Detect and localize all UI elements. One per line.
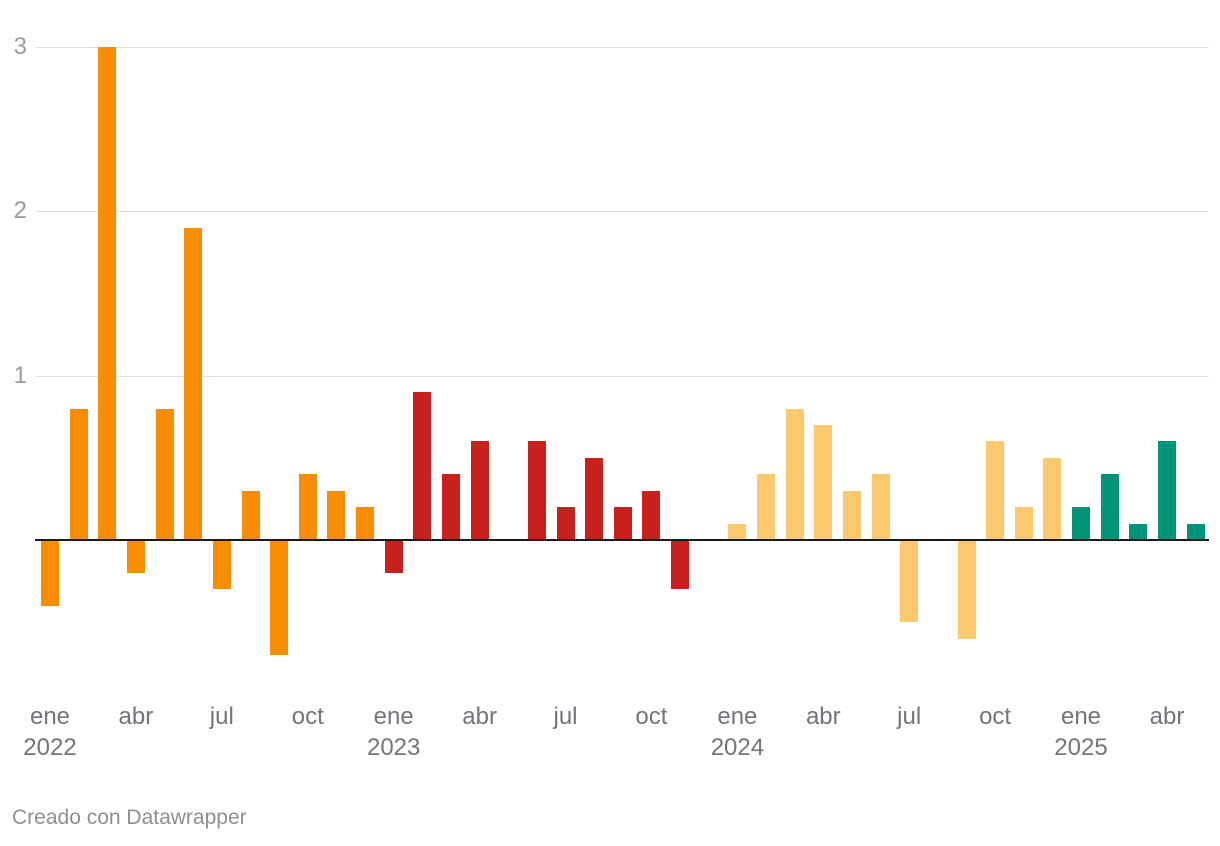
x-axis-label-ene-2024: ene 2024	[710, 703, 765, 761]
bar-feb-2025[interactable]	[1100, 474, 1119, 540]
bar-may-2025[interactable]	[1186, 523, 1205, 540]
bar-feb-2023[interactable]	[413, 392, 432, 540]
x-axis-label-abr: abr	[1149, 703, 1185, 730]
bar-ene-2025[interactable]	[1072, 507, 1090, 540]
bar-ene-2024[interactable]	[728, 523, 747, 540]
bar-mar-2022[interactable]	[98, 47, 117, 540]
x-axis-label-oct: oct	[979, 703, 1012, 730]
x-axis-label-jul: jul	[209, 703, 234, 730]
bar-ene-2022[interactable]	[41, 540, 59, 606]
bar-nov-2023[interactable]	[671, 540, 690, 590]
bar-sep-2023[interactable]	[613, 507, 632, 540]
bar-jun-2024[interactable]	[871, 474, 890, 540]
bar-ago-2022[interactable]	[241, 490, 260, 540]
bar-may-2024[interactable]	[842, 490, 861, 540]
datawrapper-credit-link[interactable]: Creado con Datawrapper	[12, 806, 247, 829]
x-axis-label-jul: jul	[553, 703, 578, 730]
bar-oct-2022[interactable]	[298, 474, 317, 540]
x-axis-label-abr: abr	[118, 703, 154, 730]
bar-jul-2024[interactable]	[900, 540, 919, 623]
y-axis-label-2: 2	[13, 197, 27, 225]
bar-jul-2023[interactable]	[556, 507, 575, 540]
bar-abr-2024[interactable]	[814, 425, 833, 540]
bar-abr-2025[interactable]	[1158, 441, 1176, 540]
bar-dic-2024[interactable]	[1043, 457, 1062, 541]
y-axis-label-1: 1	[13, 361, 27, 389]
x-axis-label-abr: abr	[462, 703, 497, 730]
bar-sep-2024[interactable]	[957, 540, 976, 639]
bar-sep-2022[interactable]	[270, 540, 289, 655]
bar-nov-2024[interactable]	[1014, 507, 1033, 540]
bar-jun-2022[interactable]	[184, 227, 203, 540]
x-axis-label-jul: jul	[897, 703, 922, 730]
bar-abr-2022[interactable]	[126, 540, 145, 573]
x-axis-baseline	[35, 539, 1209, 541]
bar-oct-2023[interactable]	[642, 490, 661, 540]
bar-mar-2024[interactable]	[785, 408, 804, 540]
bar-feb-2024[interactable]	[757, 474, 775, 540]
bar-abr-2023[interactable]	[470, 441, 489, 540]
bar-ago-2023[interactable]	[585, 457, 604, 541]
gridline-2	[35, 211, 1209, 213]
bar-nov-2022[interactable]	[327, 490, 346, 540]
bar-feb-2022[interactable]	[69, 408, 88, 540]
bar-may-2022[interactable]	[155, 408, 174, 540]
gridline-1	[35, 375, 1209, 377]
y-axis-label-3: 3	[13, 33, 27, 61]
x-axis-label-abr: abr	[805, 703, 841, 730]
bar-dic-2022[interactable]	[356, 507, 374, 540]
bar-oct-2024[interactable]	[986, 441, 1005, 540]
bar-mar-2023[interactable]	[442, 474, 460, 540]
x-axis-label-ene-2023: ene 2023	[366, 703, 421, 761]
bar-ene-2023[interactable]	[384, 540, 403, 573]
x-axis-label-ene-2025: ene 2025	[1054, 703, 1108, 761]
bar-mar-2025[interactable]	[1129, 523, 1148, 540]
x-axis-label-oct: oct	[291, 703, 324, 730]
x-axis-label-ene-2022: ene 2022	[23, 703, 77, 761]
gridline-3	[35, 47, 1209, 49]
bar-jul-2022[interactable]	[212, 540, 231, 590]
x-axis-label-oct: oct	[635, 703, 668, 730]
bar-jun-2023[interactable]	[527, 441, 546, 540]
